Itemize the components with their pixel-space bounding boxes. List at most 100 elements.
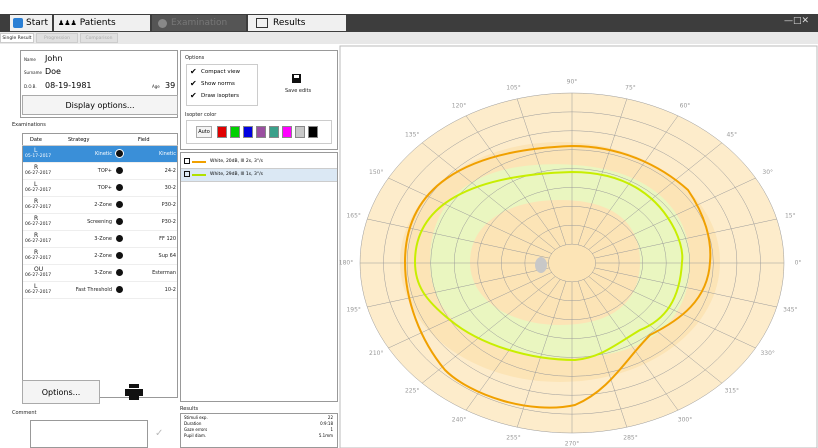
value: 08-19-1981 xyxy=(45,81,92,90)
grid-ring xyxy=(383,111,761,415)
exam-row[interactable] xyxy=(23,180,177,197)
auto-button[interactable]: Auto xyxy=(196,126,212,138)
strategy: Fast Threshold xyxy=(75,287,112,293)
strategy-icon xyxy=(115,166,124,175)
date: 06-27-2017 xyxy=(25,239,52,244)
eye: L xyxy=(34,147,38,154)
exam-row[interactable] xyxy=(23,214,177,231)
exam-row[interactable] xyxy=(23,146,177,163)
color-swatch[interactable] xyxy=(217,126,227,138)
grid-spoke xyxy=(516,281,567,428)
exam-row[interactable] xyxy=(23,197,177,214)
grid-spoke xyxy=(592,177,756,254)
tab-patients[interactable]: ♟♟♟ Patients xyxy=(54,15,150,31)
strategy-icon xyxy=(115,251,124,260)
grid-spoke xyxy=(465,279,561,411)
strategy: TOP+ xyxy=(97,185,112,191)
angle-label: 30° xyxy=(762,169,773,176)
check-label: Compact view xyxy=(201,69,241,75)
angle-label: 120° xyxy=(452,103,466,110)
color-swatch[interactable] xyxy=(308,126,318,138)
grid-ring xyxy=(453,168,691,358)
color-swatch[interactable] xyxy=(230,126,240,138)
exam-row[interactable] xyxy=(23,163,177,180)
grid-ring xyxy=(406,130,738,396)
section-label: Results xyxy=(180,406,199,412)
eye: OU xyxy=(34,266,44,273)
checkbox[interactable]: ✔ xyxy=(190,67,197,76)
strategy-icon xyxy=(115,149,124,158)
display-options-button[interactable]: Display options... xyxy=(22,95,178,115)
result-label: Pupil diam. xyxy=(184,433,207,438)
field: P30-2 xyxy=(161,202,176,208)
checkbox[interactable]: ✔ xyxy=(190,91,197,100)
color-swatch[interactable] xyxy=(256,126,266,138)
chart-frame xyxy=(339,45,818,448)
print-icon[interactable] xyxy=(125,384,143,400)
subtab[interactable]: Single Result xyxy=(0,33,34,43)
date: 06-27-2017 xyxy=(25,256,52,261)
result-value: 22 xyxy=(327,415,333,420)
angle-label: 240° xyxy=(452,416,466,423)
angle-label: 90° xyxy=(567,79,578,86)
confirm-icon[interactable]: ✓ xyxy=(155,428,164,439)
grid-ring xyxy=(359,92,785,434)
field: Kinetic xyxy=(158,151,176,157)
angle-label: 150° xyxy=(369,169,383,176)
grid-spoke xyxy=(577,281,628,428)
angle-label: 330° xyxy=(760,350,774,357)
grid-spoke xyxy=(592,272,756,349)
strategy: Kinetic xyxy=(94,151,112,157)
comment-box[interactable] xyxy=(30,420,148,448)
strategy: Screening xyxy=(87,219,112,225)
tab-results[interactable]: Results xyxy=(248,15,346,31)
field: 10-2 xyxy=(164,287,176,293)
window-buttons[interactable]: —□✕ xyxy=(784,16,810,26)
grid-ring xyxy=(501,206,643,320)
check-label: Show norms xyxy=(201,81,235,87)
isopter-check[interactable] xyxy=(184,158,190,164)
check-label: Draw isopters xyxy=(201,93,240,99)
angle-label: 165° xyxy=(346,213,360,220)
field: 30-2 xyxy=(164,185,176,191)
strategy-icon xyxy=(115,200,124,209)
color-swatch[interactable] xyxy=(282,126,292,138)
grid-spoke xyxy=(516,98,567,245)
field: P30-2 xyxy=(161,219,176,225)
strategy: 2-Zone xyxy=(94,253,112,259)
angle-label: 315° xyxy=(725,387,739,394)
angle-label: 345° xyxy=(783,306,797,313)
subtab[interactable]: Comparison xyxy=(80,33,118,43)
isopter-label: White, 29dB, III 1s, 3°/s xyxy=(210,172,263,177)
field: Sup 64 xyxy=(158,253,176,259)
isopter-swatch xyxy=(192,161,206,163)
tab-start[interactable]: Start xyxy=(10,15,52,31)
date: 06-27-2017 xyxy=(25,188,52,193)
color-swatch[interactable] xyxy=(269,126,279,138)
exam-row[interactable] xyxy=(23,248,177,265)
isopter-check[interactable] xyxy=(184,171,190,177)
grid-spoke xyxy=(583,115,679,247)
eye: R xyxy=(34,215,39,222)
result-label: Duration xyxy=(184,421,202,426)
exam-row[interactable] xyxy=(23,282,177,299)
grid-spoke xyxy=(388,177,552,254)
subtab[interactable]: Progression xyxy=(36,33,78,43)
exam-row[interactable] xyxy=(23,231,177,248)
header-line xyxy=(22,145,178,146)
color-swatch[interactable] xyxy=(295,126,305,138)
save-icon[interactable] xyxy=(292,74,301,83)
options-button[interactable]: Options... xyxy=(22,380,100,404)
color-swatch[interactable] xyxy=(243,126,253,138)
tab-label: Results xyxy=(273,18,306,28)
isopter-row[interactable] xyxy=(181,156,337,169)
column-header: Field xyxy=(138,137,150,143)
save-label[interactable]: Save edits xyxy=(285,88,312,94)
tab-label: Start xyxy=(26,18,48,28)
checkbox[interactable]: ✔ xyxy=(190,79,197,88)
tab-examination: Examination xyxy=(152,15,246,31)
exam-row[interactable] xyxy=(23,265,177,282)
isopter-list xyxy=(180,152,338,402)
isopter-row[interactable] xyxy=(181,169,337,182)
angle-label: 105° xyxy=(506,85,520,92)
